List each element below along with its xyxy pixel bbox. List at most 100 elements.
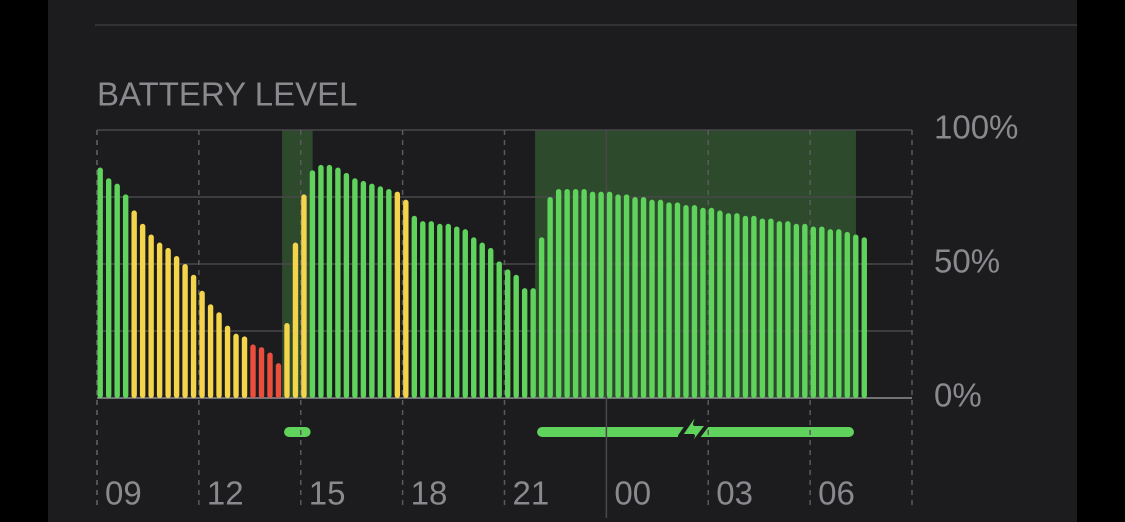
bar bbox=[572, 188, 579, 398]
bar bbox=[309, 170, 316, 398]
bar bbox=[538, 237, 545, 398]
bar bbox=[403, 199, 409, 398]
bar bbox=[717, 210, 723, 398]
bar bbox=[148, 234, 154, 398]
bar bbox=[521, 288, 528, 398]
bar bbox=[411, 215, 418, 398]
bar bbox=[122, 194, 129, 398]
x-tick-label: 15 bbox=[309, 475, 346, 512]
bar bbox=[819, 226, 825, 398]
bar bbox=[454, 226, 460, 398]
bar bbox=[462, 229, 468, 398]
charging-icon bbox=[678, 405, 710, 455]
bar bbox=[589, 191, 596, 398]
bar bbox=[776, 221, 783, 398]
bar bbox=[708, 207, 715, 398]
bar bbox=[581, 188, 587, 398]
bar bbox=[836, 229, 842, 398]
bar bbox=[292, 242, 299, 398]
bar bbox=[233, 333, 239, 398]
bar bbox=[674, 202, 681, 398]
bar bbox=[488, 247, 494, 398]
bar bbox=[649, 199, 655, 398]
bar bbox=[241, 336, 248, 398]
y-tick-label: 50% bbox=[934, 243, 1000, 280]
bar bbox=[437, 223, 443, 398]
bar bbox=[377, 186, 384, 398]
bar bbox=[352, 178, 358, 398]
y-tick-label: 0% bbox=[934, 377, 982, 414]
bar bbox=[606, 191, 613, 398]
bar bbox=[301, 194, 307, 398]
x-tick-label: 09 bbox=[105, 475, 142, 512]
bar bbox=[182, 264, 188, 398]
bar bbox=[445, 223, 451, 398]
bar bbox=[810, 226, 817, 398]
bar bbox=[759, 218, 766, 398]
bar bbox=[564, 188, 570, 398]
bar bbox=[802, 223, 808, 398]
bar bbox=[623, 194, 630, 398]
x-tick-label: 06 bbox=[818, 475, 855, 512]
bar bbox=[394, 191, 401, 398]
bar bbox=[666, 202, 672, 398]
bar bbox=[496, 261, 502, 398]
bar bbox=[165, 247, 171, 398]
bar bbox=[97, 167, 103, 398]
bar bbox=[258, 347, 265, 398]
bar bbox=[139, 223, 146, 398]
bar bbox=[827, 229, 834, 398]
bar bbox=[632, 197, 638, 398]
bar bbox=[250, 344, 256, 398]
bar bbox=[555, 188, 562, 398]
bar bbox=[785, 221, 791, 398]
bar bbox=[640, 197, 647, 398]
x-tick-label: 21 bbox=[513, 475, 550, 512]
bar bbox=[844, 231, 850, 398]
bar bbox=[768, 218, 774, 398]
bar bbox=[615, 194, 621, 398]
bar bbox=[335, 167, 341, 398]
bar bbox=[420, 221, 426, 398]
bar bbox=[207, 304, 214, 398]
bar bbox=[853, 234, 859, 398]
x-tick-label: 03 bbox=[716, 475, 753, 512]
bar bbox=[513, 274, 519, 398]
bar bbox=[691, 205, 698, 398]
y-tick-label: 100% bbox=[934, 109, 1018, 146]
bar bbox=[530, 288, 536, 398]
bar bbox=[657, 199, 664, 398]
bar bbox=[360, 180, 367, 398]
bar bbox=[173, 255, 180, 398]
bar bbox=[742, 215, 749, 398]
bar bbox=[284, 322, 290, 398]
bar bbox=[326, 164, 333, 398]
bar bbox=[505, 269, 511, 398]
x-tick-label: 00 bbox=[614, 475, 651, 512]
bar bbox=[547, 197, 553, 398]
x-tick-label: 12 bbox=[207, 475, 244, 512]
bar bbox=[861, 237, 867, 398]
bar bbox=[369, 183, 375, 398]
bar bbox=[131, 210, 137, 398]
bar bbox=[190, 274, 197, 398]
bar bbox=[267, 352, 273, 398]
bar bbox=[275, 363, 282, 398]
bar bbox=[105, 178, 112, 398]
bar bbox=[700, 207, 706, 398]
bar bbox=[114, 183, 120, 398]
bar bbox=[479, 242, 485, 398]
bar bbox=[793, 223, 800, 398]
x-tick-label: 18 bbox=[411, 475, 448, 512]
bar bbox=[343, 172, 350, 398]
bar bbox=[734, 213, 740, 398]
bar bbox=[725, 213, 732, 398]
bar bbox=[386, 188, 392, 398]
bar bbox=[598, 191, 604, 398]
bar bbox=[428, 221, 434, 398]
bar bbox=[471, 237, 477, 398]
bar bbox=[224, 325, 231, 398]
bar bbox=[318, 164, 324, 398]
